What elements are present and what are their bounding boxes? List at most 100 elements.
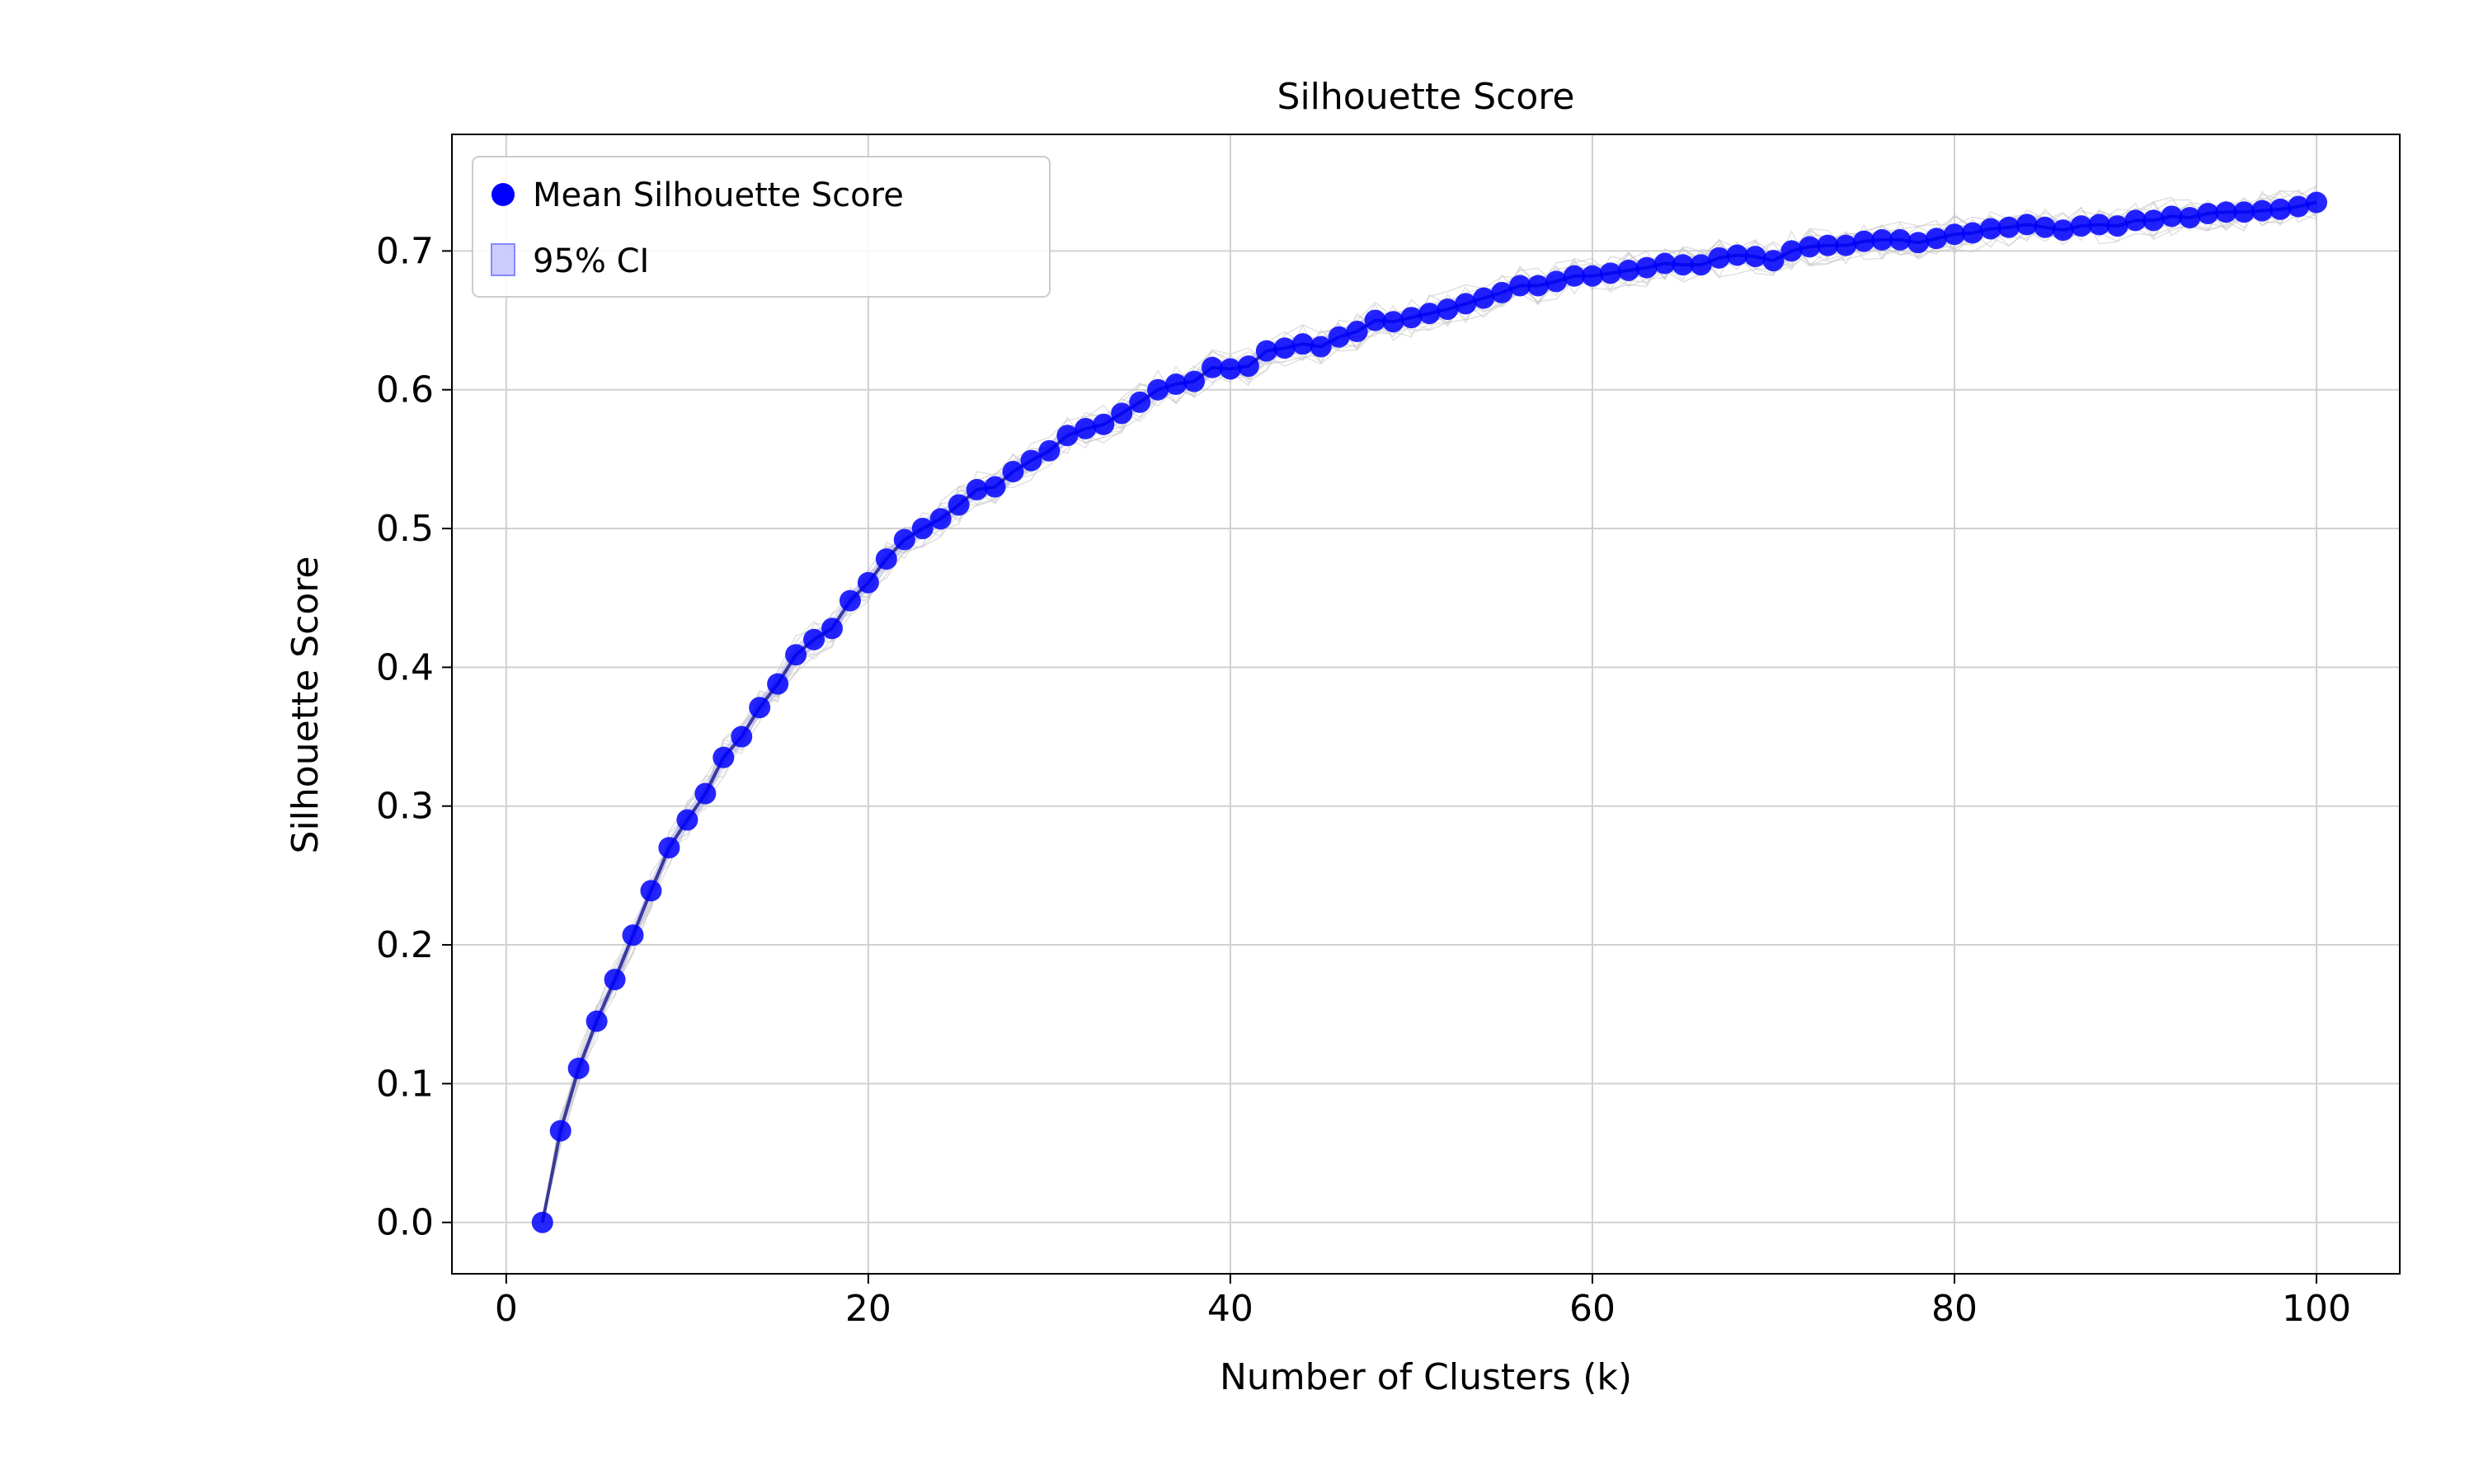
data-point <box>984 476 1006 498</box>
data-point <box>1038 439 1061 462</box>
data-point <box>1907 232 1930 254</box>
data-point <box>2015 214 2038 236</box>
data-point <box>1871 228 1893 251</box>
data-point <box>2088 214 2110 236</box>
data-point <box>1509 275 1531 297</box>
plot-frame <box>451 134 2401 1275</box>
data-point <box>1364 309 1386 331</box>
y-tick-label: 0.6 <box>376 369 434 411</box>
data-point <box>966 478 988 500</box>
data-point <box>1201 356 1223 378</box>
data-point <box>1653 252 1676 275</box>
y-tick-label: 0.2 <box>376 924 434 966</box>
legend-label-mean: Mean Silhouette Score <box>533 176 904 214</box>
data-point <box>2197 202 2219 224</box>
data-point <box>948 494 970 516</box>
data-point <box>1853 230 1875 252</box>
data-point <box>2034 216 2056 238</box>
data-point <box>549 1120 571 1142</box>
data-point <box>694 782 717 805</box>
data-point <box>2052 219 2074 242</box>
data-point <box>1111 402 1133 425</box>
data-point <box>1527 275 1550 297</box>
data-point <box>2142 209 2165 232</box>
y-tick-label: 0.0 <box>376 1202 434 1244</box>
data-point <box>586 1010 608 1032</box>
data-point <box>1708 247 1730 269</box>
data-point <box>1726 244 1748 266</box>
x-tick-label: 0 <box>495 1288 518 1330</box>
data-point <box>1328 326 1350 348</box>
legend-label-ci: 95% CI <box>533 242 649 280</box>
data-point <box>1183 370 1206 392</box>
data-point <box>767 673 789 695</box>
data-point <box>1002 461 1024 483</box>
legend: Mean Silhouette Score 95% CI <box>472 156 1051 298</box>
y-tick-label: 0.7 <box>376 230 434 272</box>
data-point <box>2288 195 2310 218</box>
legend-marker-mean <box>492 183 515 206</box>
x-tick-label: 20 <box>845 1288 891 1330</box>
series-mean-silhouette <box>531 191 2328 1233</box>
data-point <box>1926 228 1948 250</box>
data-point <box>2215 201 2237 223</box>
y-tick-label: 0.3 <box>376 786 434 828</box>
bootstrap-trace <box>542 199 2317 1223</box>
data-point <box>2251 200 2274 222</box>
data-point <box>531 1211 553 1233</box>
data-point <box>929 508 952 530</box>
x-axis-label: Number of Clusters (k) <box>1220 1356 1632 1398</box>
data-point <box>713 746 735 768</box>
data-point <box>1255 340 1277 362</box>
data-point <box>2306 191 2328 214</box>
data-point <box>1147 378 1169 401</box>
x-tick-label: 60 <box>1569 1288 1616 1330</box>
x-tick-label: 40 <box>1207 1288 1253 1330</box>
data-point <box>749 697 771 719</box>
grid-lines <box>452 134 2400 1274</box>
data-point <box>1799 236 1821 258</box>
data-point <box>1979 218 2001 240</box>
data-point <box>1129 391 1151 413</box>
data-point <box>839 589 861 612</box>
data-point <box>1491 281 1513 303</box>
data-point <box>1889 228 1912 251</box>
data-point <box>1780 240 1803 262</box>
data-point <box>567 1057 590 1079</box>
data-point <box>875 548 897 571</box>
data-point <box>1672 254 1694 276</box>
data-point <box>1056 425 1079 447</box>
data-point <box>2269 198 2292 220</box>
data-point <box>1817 234 1839 256</box>
data-point <box>2161 205 2183 228</box>
y-tick-label: 0.4 <box>376 646 434 688</box>
data-point <box>640 880 662 902</box>
data-point <box>1075 417 1097 439</box>
data-point <box>785 644 807 666</box>
legend-box <box>472 156 1051 298</box>
data-point <box>1382 311 1404 333</box>
data-point <box>803 628 825 650</box>
data-point <box>1400 307 1423 329</box>
data-point <box>2106 215 2128 237</box>
y-tick-label: 0.5 <box>376 508 434 550</box>
data-point <box>622 924 644 946</box>
legend-marker-ci <box>491 243 515 276</box>
data-point <box>1437 298 1459 321</box>
data-point <box>1219 358 1241 380</box>
data-point <box>1310 336 1332 358</box>
data-point <box>1581 265 1603 287</box>
data-point <box>1346 321 1368 343</box>
data-point <box>2179 206 2201 228</box>
y-axis-label: Silhouette Score <box>285 556 327 854</box>
data-point <box>1291 333 1314 355</box>
x-tick-label: 100 <box>2282 1288 2351 1330</box>
data-point <box>893 528 915 551</box>
data-point <box>821 618 843 640</box>
data-point <box>1165 373 1188 395</box>
data-point <box>1961 222 1983 244</box>
data-point <box>1690 254 1712 276</box>
data-point <box>1744 246 1766 268</box>
data-point <box>1762 250 1785 272</box>
